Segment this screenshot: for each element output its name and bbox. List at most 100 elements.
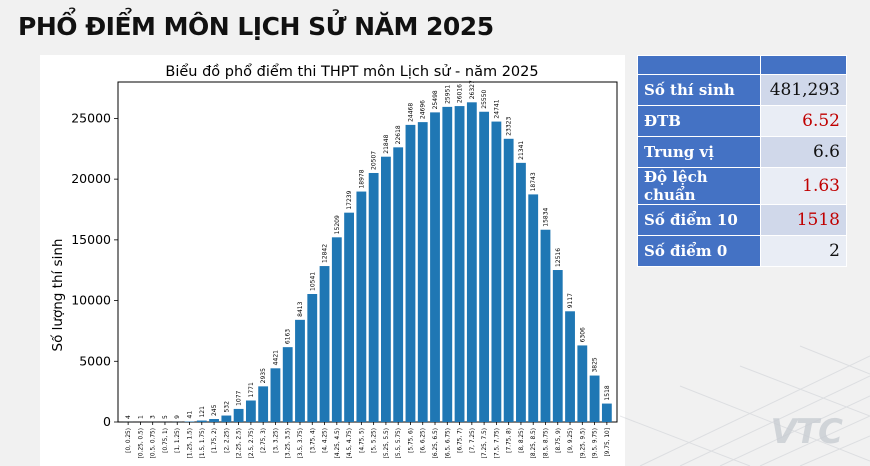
bar-value-label: 18978 [358,169,365,188]
bar [245,400,256,422]
bar-value-label: 9 [174,415,181,419]
bar-value-label: 21341 [518,141,525,160]
bar-value-label: 12516 [555,248,562,267]
bar-value-label: 24741 [493,99,500,118]
x-tick-label: [9.75, 10] [605,428,611,457]
stats-label: Trung vị [637,136,761,168]
stats-value: 2 [760,235,847,267]
score-distribution-chart: Biểu đồ phổ điểm thi THPT môn Lịch sử - … [49,63,618,458]
bar [442,106,453,422]
stats-row: Độ lệch chuẩn 1.63 [637,167,847,205]
y-tick-label: 10000 [71,293,111,308]
x-tick-label: [1.75, 2) [212,428,218,453]
x-tick-label: [2, 2.25) [224,428,230,453]
bars-layer [123,102,612,423]
y-axis: 0 5000 10000 15000 20000 25000 [71,110,118,429]
y-tick-label: 20000 [71,171,111,186]
bar [540,229,551,422]
x-tick-label: [3.75, 4) [310,428,316,453]
bar-value-label: 23323 [506,117,513,136]
bar-value-label: 2935 [260,368,267,383]
x-tick-label: [8, 8.25) [519,428,525,453]
bar-value-label: 25498 [432,90,439,109]
bar [466,102,477,422]
bar [430,112,440,422]
stats-value: 481,293 [760,74,847,106]
bar [258,386,269,422]
bar-value-label: 24696 [420,100,427,119]
bar-value-label: 26327 [469,80,476,99]
x-tick-label: [8.25, 8.5) [531,428,537,458]
stats-row: ĐTB 6.52 [637,105,847,137]
stats-value: 6.52 [760,105,847,137]
bar-value-label: 12842 [322,244,329,263]
stats-row: Trung vị 6.6 [637,136,847,168]
bar-value-label: 1518 [604,385,611,400]
bar [577,345,588,422]
x-tick-label: [7.5, 7.75) [494,428,500,458]
bar [503,138,514,422]
bar-value-label: 4 [125,415,132,419]
bar [344,212,354,422]
x-tick-label: [9, 9.25) [568,428,574,453]
bar [270,368,281,422]
x-tick-label: [0.75, 1) [163,428,169,453]
x-tick-label: [2.75, 3) [261,428,267,453]
watermark-grid [620,345,870,466]
x-tick-label: [0.5, 0.75) [151,428,157,458]
bar-value-label: 9117 [567,293,574,308]
bar [381,156,391,422]
x-tick-label: [4.25, 4.5) [335,428,341,458]
x-tick-label: [3, 3.25) [273,428,279,453]
bar [405,124,416,422]
bar-value-label: 24468 [407,103,414,122]
chart-y-axis-label: Số lượng thí sinh [49,239,66,352]
x-tick-label: [6, 6.25) [421,428,427,453]
bar [528,194,539,422]
bar [233,408,244,422]
bar-value-label: 41 [187,411,194,419]
bar-value-label: 22618 [395,125,402,144]
bar-value-label: 26016 [457,84,464,103]
bar-value-label: 25951 [444,85,451,104]
statistics-table: Số thí sinh 481,293 ĐTB 6.52 Trung vị 6.6 Độ l… [637,55,847,267]
x-tick-label: [2.5, 2.75) [249,428,255,458]
bar-value-label: 4421 [272,350,279,365]
x-tick-label: [3.5, 3.75) [298,428,304,458]
chart-panel: Biểu đồ phổ điểm thi THPT môn Lịch sử - … [40,55,625,466]
stats-label: Số thí sinh [637,74,761,106]
stats-label: Số điểm 0 [637,235,761,267]
x-tick-label: [5, 5.25) [372,428,378,453]
bar-value-label: 121 [199,406,206,418]
bar [454,106,465,422]
bar [565,311,575,422]
stats-label: ĐTB [637,105,761,137]
x-tick-label: [6.5, 6.75) [445,428,451,458]
bar [319,266,330,422]
x-tick-label: [1.25, 1.5) [188,428,194,458]
bar [479,111,490,422]
bar [295,319,305,422]
bar [331,237,342,422]
stats-label: Số điểm 10 [637,204,761,236]
x-tick-label: [1.5, 1.75) [200,428,206,458]
bar-value-label: 3 [150,415,157,419]
x-tick-label: [7.25, 7.5) [482,428,488,458]
bar-value-label: 8413 [297,301,304,316]
bar-value-label: 15834 [542,207,549,226]
x-tick-label: [7.75, 8) [507,428,513,453]
bar-value-label: 6163 [285,329,292,344]
bar [209,419,219,422]
bar-value-label: 15209 [334,215,341,234]
bar [491,121,502,422]
y-tick-label: 0 [103,414,111,429]
bar [552,270,563,422]
x-tick-label: [5.75, 6) [408,428,414,453]
bar [417,122,428,423]
bar-value-label: 1 [137,415,144,419]
stats-value: 1.63 [760,167,847,205]
x-tick-label: [6.25, 6.5) [433,428,439,458]
page-title: PHỔ ĐIỂM MÔN LỊCH SỬ NĂM 2025 [18,12,494,41]
value-labels-layer: 4 1 3 5 9 41 121 245 532107717712935442161638413… [125,80,611,419]
